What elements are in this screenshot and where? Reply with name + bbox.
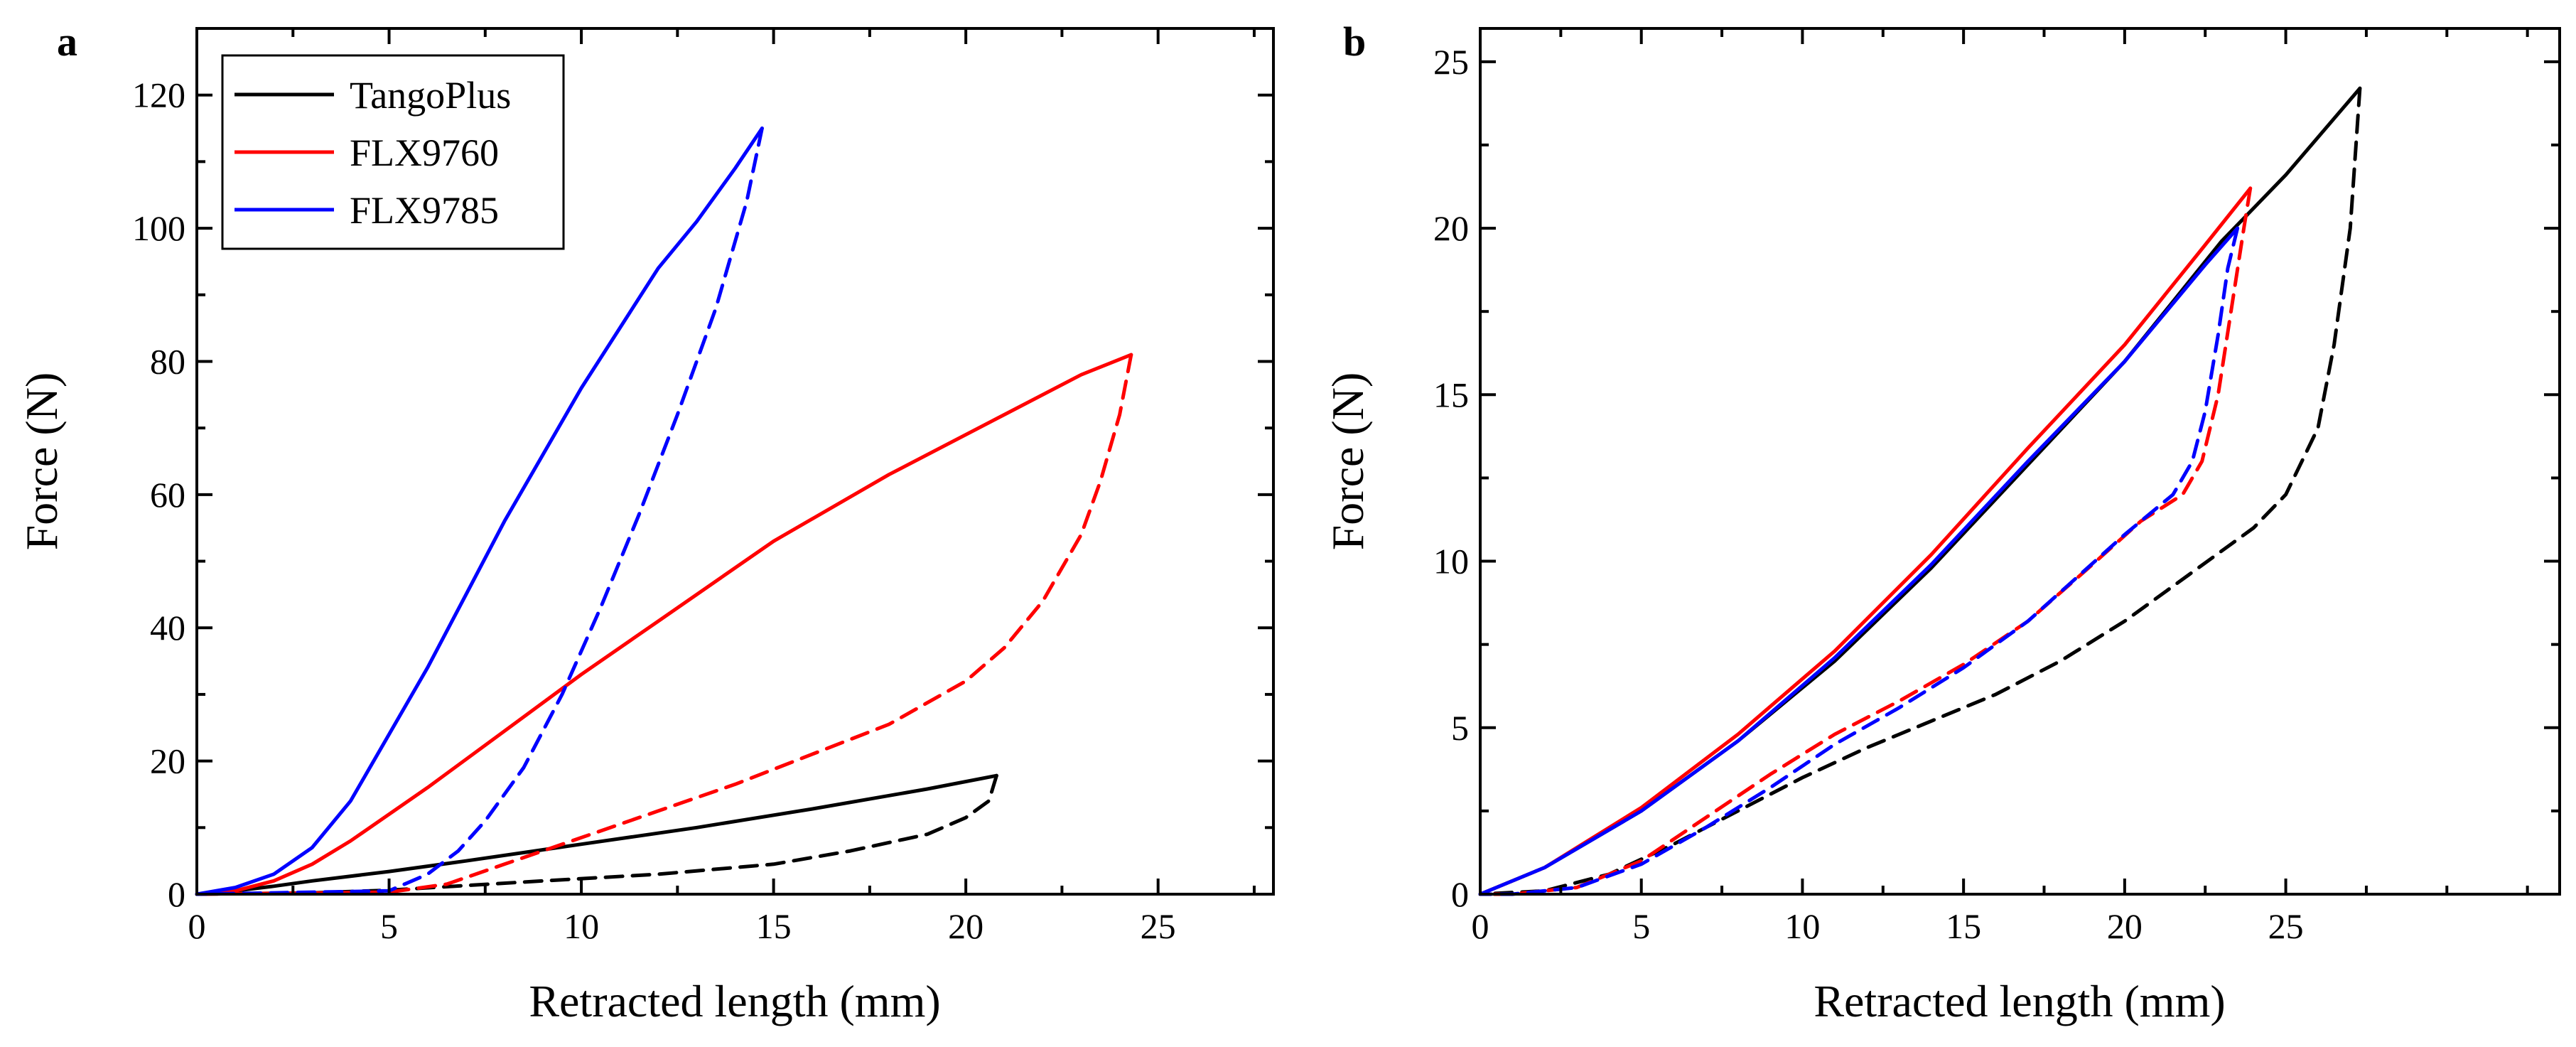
panel-b-y-tick-label: 0 bbox=[1451, 874, 1469, 914]
panel-a-series-flx9760-unloading bbox=[195, 353, 1133, 896]
panel-a-y-tick-label: 40 bbox=[150, 608, 185, 648]
panel-a-y-tick-label: 60 bbox=[150, 475, 185, 515]
panel-a-label: a bbox=[57, 18, 77, 65]
panel-b-x-tick-label: 20 bbox=[2107, 906, 2143, 946]
panel-b-y-tick-label: 10 bbox=[1433, 542, 1469, 581]
panel-b-series-tangoplus-unloading bbox=[1478, 86, 2362, 896]
panel-b-series-flx9785-loading bbox=[1478, 226, 2240, 896]
panel-a-x-tick-label: 10 bbox=[564, 906, 599, 946]
panel-a-x-axis-label: Retracted length (mm) bbox=[529, 976, 940, 1026]
panel-b-x-tick-label: 5 bbox=[1632, 906, 1650, 946]
panel-a-series-tangoplus-loading bbox=[195, 773, 998, 896]
panel-b-y-axis-label: Force (N) bbox=[1322, 372, 1373, 551]
panel-b: b 0 5 10 15 20 25 0 5 10 15 20 25 Retracted length … bbox=[1322, 18, 2561, 1026]
legend-label-flx9785: FLX9785 bbox=[350, 189, 499, 232]
legend: TangoPlus FLX9760 FLX9785 bbox=[221, 54, 565, 250]
panel-a: a 0 5 10 15 20 25 0 20 40 60 80 100 120 Retracted le… bbox=[16, 18, 1275, 1026]
panel-b-frame bbox=[1479, 27, 2561, 896]
legend-entry-tangoplus: TangoPlus bbox=[235, 74, 511, 117]
panel-a-series bbox=[195, 127, 1133, 896]
panel-a-x-tick-label: 20 bbox=[948, 906, 983, 946]
panel-a-x-tick-label: 25 bbox=[1141, 906, 1176, 946]
panel-a-x-tick-label: 15 bbox=[756, 906, 792, 946]
panel-a-y-tick-label: 20 bbox=[150, 741, 185, 781]
legend-label-tangoplus: TangoPlus bbox=[350, 74, 511, 117]
panel-a-y-axis-label: Force (N) bbox=[16, 372, 67, 551]
panel-b-y-tick-label: 25 bbox=[1433, 42, 1469, 82]
panel-b-series-flx9785-unloading bbox=[1478, 226, 2240, 896]
panel-a-x-tick-label: 0 bbox=[188, 906, 206, 946]
panel-a-x-tick-label: 5 bbox=[380, 906, 398, 946]
panel-b-y-tick-label: 5 bbox=[1451, 708, 1469, 748]
panel-a-y-tick-label: 80 bbox=[150, 341, 185, 381]
panel-b-x-tick-label: 0 bbox=[1472, 906, 1489, 946]
panel-a-frame bbox=[195, 27, 1275, 896]
panel-b-y-tick-label: 20 bbox=[1433, 208, 1469, 248]
legend-entry-flx9785: FLX9785 bbox=[235, 189, 499, 232]
panel-b-ticks: 0 5 10 15 20 25 0 5 10 15 20 25 bbox=[1433, 28, 2560, 946]
panel-b-x-tick-label: 15 bbox=[1946, 906, 1981, 946]
panel-a-series-flx9760-loading bbox=[195, 353, 1133, 896]
panel-a-y-tick-label: 120 bbox=[132, 75, 185, 115]
panel-b-series bbox=[1478, 86, 2362, 896]
panel-b-series-flx9760-unloading bbox=[1478, 186, 2253, 896]
panel-b-y-tick-label: 15 bbox=[1433, 375, 1469, 414]
panel-b-x-tick-label: 10 bbox=[1784, 906, 1820, 946]
panel-a-series-flx9785-loading bbox=[195, 127, 764, 896]
panel-a-y-tick-label: 0 bbox=[168, 874, 185, 914]
legend-label-flx9760: FLX9760 bbox=[350, 131, 499, 174]
panel-b-label: b bbox=[1343, 18, 1366, 65]
panel-b-x-axis-label: Retracted length (mm) bbox=[1814, 976, 2225, 1026]
panel-a-y-tick-label: 100 bbox=[132, 208, 185, 248]
legend-entry-flx9760: FLX9760 bbox=[235, 131, 499, 174]
panel-a-series-flx9785-unloading bbox=[195, 127, 764, 896]
panel-b-x-tick-label: 25 bbox=[2268, 906, 2304, 946]
